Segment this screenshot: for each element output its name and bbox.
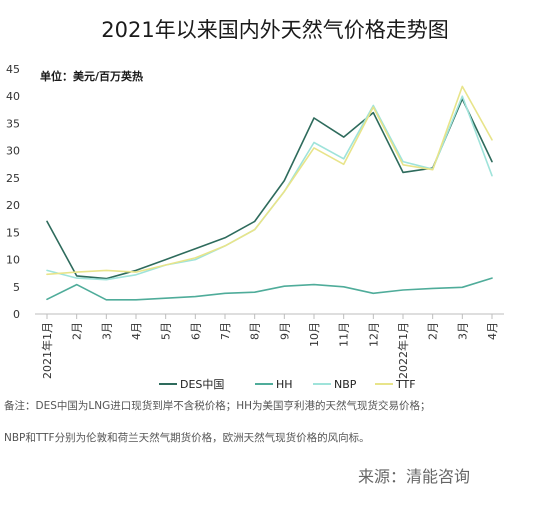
legend-label: NBP [334, 378, 357, 391]
series-lines [46, 85, 493, 301]
x-tick-label: 12月 [367, 322, 380, 347]
series-line-0 [46, 98, 493, 280]
y-tick-label: 20 [6, 199, 20, 212]
x-tick-label: 6月 [189, 322, 202, 340]
x-tick-label: 9月 [278, 322, 291, 340]
x-tick-label: 10月 [308, 322, 321, 347]
x-tick-label: 2021年1月 [40, 322, 54, 379]
unit-label: 单位：美元/百万英热 [40, 69, 143, 83]
x-tick-label: 11月 [338, 322, 351, 347]
note-line-1: 备注：DES中国为LNG进口现货到岸不含税价格；HH为美国亨利港的天然气现货交易… [4, 400, 431, 412]
chart-title: 2021年以来国内外天然气价格走势图 [101, 18, 449, 42]
y-tick-label: 15 [6, 226, 20, 239]
y-tick-label: 45 [6, 63, 20, 76]
y-tick-label: 10 [6, 254, 20, 267]
legend-label: DES中国 [180, 378, 224, 391]
y-tick-label: 35 [6, 117, 20, 130]
y-tick-label: 25 [6, 172, 20, 185]
x-tick-label: 4月 [130, 322, 143, 340]
legend: DES中国 HH NBP TTF [159, 378, 416, 391]
series-line-1 [46, 277, 493, 301]
series-line-2 [46, 95, 493, 281]
y-tick-label: 40 [6, 90, 20, 103]
y-tick-label: 5 [13, 281, 20, 294]
x-tick-label: 4月 [486, 322, 499, 340]
x-tick-label: 7月 [219, 322, 232, 340]
note-line-2: NBP和TTF分别为伦敦和荷兰天然气期货价格，欧洲天然气现货价格的风向标。 [4, 432, 370, 444]
y-axis: 0 5 10 15 20 25 30 35 40 45 [6, 63, 20, 321]
legend-label: TTF [395, 378, 416, 391]
legend-label: HH [276, 378, 293, 391]
x-tick-label: 8月 [249, 322, 262, 340]
y-tick-label: 30 [6, 145, 20, 158]
x-tick-label: 2月 [427, 322, 440, 340]
series-line-3 [46, 85, 493, 276]
x-tick-label: 3月 [456, 322, 469, 340]
x-axis: 2021年1月 2月 3月 4月 5月 6月 7月 8月 9月 10月 11月 12月 2022年1月 2… [35, 313, 504, 379]
x-tick-label: 2022年1月 [396, 322, 410, 379]
source-label: 来源：清能咨询 [358, 467, 471, 486]
x-tick-label: 2月 [71, 322, 84, 340]
y-tick-label: 0 [13, 308, 20, 321]
x-tick-label: 3月 [100, 322, 113, 340]
x-tick-label: 5月 [160, 322, 173, 340]
